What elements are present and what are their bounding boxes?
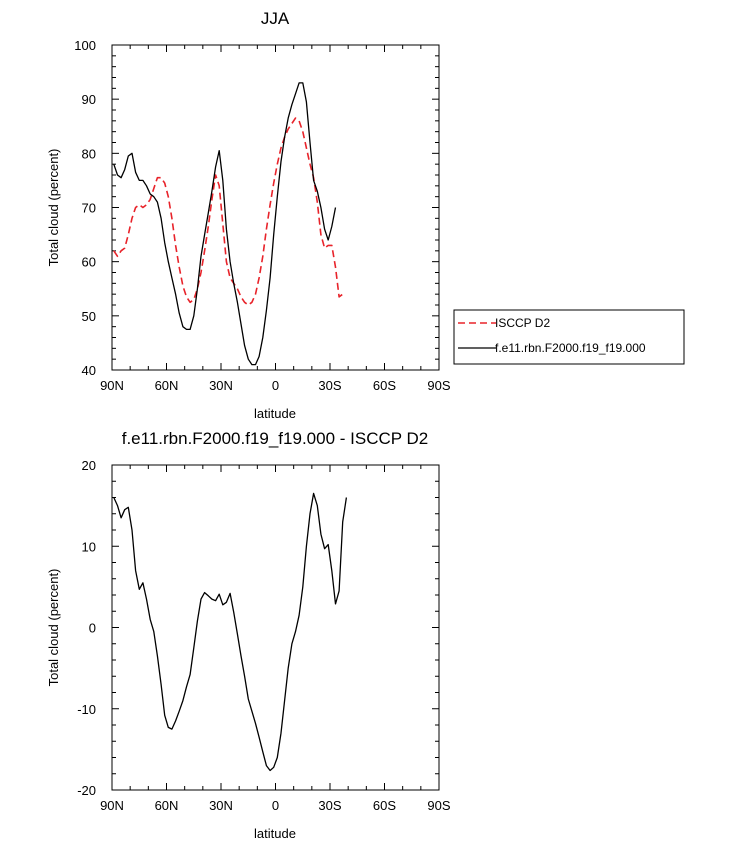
legend-label-isccp: ISCCP D2 (495, 316, 550, 330)
top-x-axis-label: latitude (254, 406, 296, 421)
top-series-line-1 (113, 82, 337, 366)
bottom-series-line-0 (113, 492, 348, 772)
top-y-tick-label: 40 (82, 363, 96, 378)
top-y-tick-label: 90 (82, 92, 96, 107)
top-panel: JJA 90N 60N 30N 0 30S 60S 90S 405060708090100 … (46, 9, 685, 421)
bottom-x-tick-label: 60S (373, 798, 396, 813)
legend-box (453, 309, 685, 365)
bottom-chart-title: f.e11.rbn.F2000.f19_f19.000 - ISCCP D2 (122, 429, 429, 448)
top-plot-frame (111, 44, 440, 371)
bottom-plot-frame (111, 464, 440, 791)
top-x-tick-label: 30N (209, 378, 233, 393)
bottom-panel: f.e11.rbn.F2000.f19_f19.000 - ISCCP D2 9… (46, 429, 451, 841)
bottom-x-tick-label: 60N (155, 798, 179, 813)
bottom-series (113, 492, 348, 772)
bottom-x-tick-label: 0 (272, 798, 279, 813)
bottom-y-tick-label: 0 (89, 621, 96, 636)
top-y-tick-label: 60 (82, 255, 96, 270)
top-x-tick-label: 60S (373, 378, 396, 393)
bottom-y-tick-label: -20 (77, 783, 96, 798)
top-y-tick-label: 80 (82, 146, 96, 161)
top-y-axis-label: Total cloud (percent) (46, 149, 61, 267)
top-y-tick-label: 100 (74, 38, 96, 53)
bottom-x-axis-label: latitude (254, 826, 296, 841)
legend: ISCCP D2 f.e11.rbn.F2000.f19_f19.000 (453, 309, 685, 365)
top-y-ticks: 40 50 60 70 80 90 100 (74, 38, 439, 378)
top-chart-title: JJA (261, 9, 290, 28)
top-x-tick-label: 90S (427, 378, 450, 393)
bottom-x-ticks: 90N 60N 30N 0 30S 60S 90S (100, 465, 451, 813)
top-x-tick-label: 90N (100, 378, 124, 393)
top-x-tick-label: 0 (272, 378, 279, 393)
bottom-x-tick-label: 90N (100, 798, 124, 813)
bottom-y-tick-label: 20 (82, 458, 96, 473)
bottom-y-ticks: -20 -10 0 10 20 (77, 458, 439, 798)
legend-label-model: f.e11.rbn.F2000.f19_f19.000 (495, 341, 646, 355)
bottom-x-tick-label: 30N (209, 798, 233, 813)
bottom-y-tick-label: 10 (82, 539, 96, 554)
top-y-tick-label: 70 (82, 201, 96, 216)
top-y-tick-label: 50 (82, 309, 96, 324)
bottom-x-tick-label: 90S (427, 798, 450, 813)
top-x-tick-label: 60N (155, 378, 179, 393)
bottom-x-tick-label: 30S (318, 798, 341, 813)
bottom-y-axis-label: Total cloud (percent) (46, 569, 61, 687)
top-x-tick-label: 30S (318, 378, 341, 393)
bottom-y-tick-label: -10 (77, 702, 96, 717)
top-series (113, 82, 344, 366)
top-x-ticks: 90N 60N 30N 0 30S 60S 90S (100, 45, 451, 393)
top-series-line-0 (113, 117, 344, 306)
